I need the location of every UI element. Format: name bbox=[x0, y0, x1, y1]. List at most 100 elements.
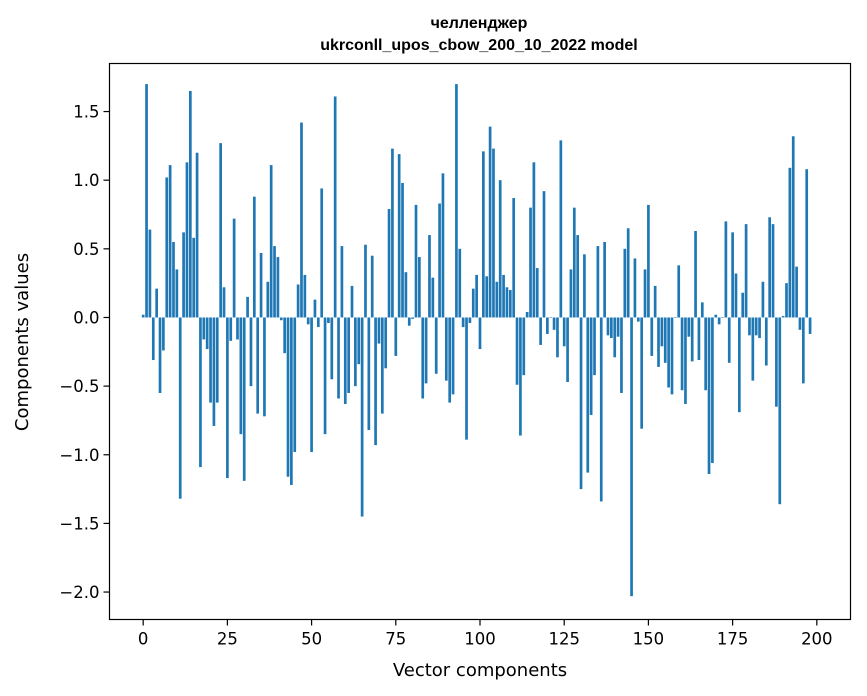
bar-3 bbox=[151, 317, 155, 361]
bar-24 bbox=[222, 287, 226, 318]
bar-5 bbox=[158, 317, 162, 393]
bar-93 bbox=[455, 84, 458, 318]
bar-83 bbox=[421, 317, 425, 399]
bar-20 bbox=[209, 317, 212, 403]
bar-84 bbox=[424, 317, 428, 384]
bar-45 bbox=[293, 317, 297, 453]
bar-75 bbox=[394, 317, 398, 356]
bar-12 bbox=[182, 232, 185, 318]
bar-32 bbox=[249, 317, 253, 387]
bar-125 bbox=[562, 317, 566, 347]
bar-160 bbox=[680, 317, 684, 391]
bar-107 bbox=[502, 274, 505, 318]
bar-99 bbox=[475, 274, 478, 318]
bar-123 bbox=[556, 317, 559, 358]
bar-130 bbox=[579, 317, 583, 490]
bar-59 bbox=[340, 246, 344, 318]
bar-17 bbox=[199, 317, 202, 468]
bar-97 bbox=[468, 317, 472, 323]
bar-106 bbox=[498, 180, 502, 318]
bar-43 bbox=[286, 317, 290, 477]
bar-184 bbox=[761, 281, 765, 318]
bar-181 bbox=[751, 317, 755, 381]
bar-175 bbox=[731, 232, 734, 318]
bar-140 bbox=[613, 317, 617, 358]
bar-1 bbox=[145, 84, 148, 318]
bar-92 bbox=[451, 317, 455, 395]
x-tick-label: 25 bbox=[217, 630, 238, 649]
bar-30 bbox=[242, 317, 246, 481]
bar-49 bbox=[306, 317, 310, 325]
bar-4 bbox=[155, 288, 158, 318]
bar-109 bbox=[508, 290, 512, 318]
bar-90 bbox=[444, 317, 448, 381]
bar-153 bbox=[657, 317, 660, 367]
bar-73 bbox=[387, 209, 391, 318]
bar-138 bbox=[606, 317, 610, 336]
y-axis-ticks: −2.0 −1.5 −1.0 −0.5 0.0 0.5 1.0 1.5 bbox=[59, 103, 110, 602]
bar-18 bbox=[202, 317, 206, 340]
y-tick-label: −1.0 bbox=[59, 446, 99, 465]
bar-48 bbox=[303, 274, 307, 318]
bar-82 bbox=[418, 257, 421, 318]
bar-42 bbox=[283, 317, 286, 354]
bar-77 bbox=[401, 182, 404, 318]
bar-57 bbox=[333, 96, 337, 318]
chart-subtitle: ukrconll_upos_cbow_200_10_2022 model bbox=[320, 37, 637, 54]
bar-61 bbox=[347, 317, 350, 393]
bar-26 bbox=[229, 317, 233, 341]
bar-189 bbox=[778, 317, 782, 505]
bar-79 bbox=[407, 317, 411, 326]
bar-172 bbox=[721, 317, 724, 318]
bar-182 bbox=[754, 317, 758, 336]
bar-178 bbox=[741, 292, 745, 318]
bar-119 bbox=[542, 191, 546, 318]
bar-185 bbox=[764, 317, 768, 366]
bar-126 bbox=[566, 317, 569, 382]
bar-72 bbox=[384, 317, 388, 369]
bar-180 bbox=[748, 317, 751, 336]
x-axis-label: Vector components bbox=[393, 660, 567, 681]
y-tick-label: −1.5 bbox=[59, 514, 99, 533]
bar-113 bbox=[522, 317, 526, 376]
bar-8 bbox=[168, 165, 172, 318]
x-tick-label: 0 bbox=[138, 630, 149, 649]
bar-36 bbox=[263, 317, 266, 417]
bar-70 bbox=[377, 317, 381, 344]
x-axis-ticks: 0 25 50 75 100 125 150 175 200 bbox=[138, 619, 833, 649]
bar-91 bbox=[448, 317, 452, 403]
x-tick-label: 100 bbox=[464, 630, 496, 649]
bar-177 bbox=[738, 317, 741, 413]
bar-0 bbox=[141, 314, 145, 318]
bar-28 bbox=[236, 317, 239, 340]
bar-38 bbox=[269, 165, 273, 318]
bar-114 bbox=[525, 311, 529, 318]
bar-141 bbox=[616, 317, 620, 337]
bar-161 bbox=[684, 317, 687, 404]
bar-9 bbox=[172, 241, 175, 318]
bar-197 bbox=[805, 169, 809, 318]
bar-56 bbox=[330, 317, 334, 380]
bar-55 bbox=[327, 317, 330, 323]
bar-115 bbox=[529, 207, 532, 318]
bar-88 bbox=[438, 203, 441, 318]
bar-50 bbox=[310, 317, 313, 453]
bar-188 bbox=[775, 317, 778, 407]
bar-154 bbox=[660, 317, 664, 347]
y-tick-label: 0.5 bbox=[73, 240, 99, 259]
x-tick-label: 50 bbox=[301, 630, 322, 649]
bar-116 bbox=[532, 162, 536, 318]
bar-170 bbox=[714, 314, 718, 318]
bar-135 bbox=[596, 246, 600, 318]
bar-94 bbox=[458, 248, 462, 318]
bar-103 bbox=[488, 126, 492, 318]
bar-102 bbox=[485, 276, 489, 318]
bar-86 bbox=[431, 277, 435, 318]
x-tick-label: 75 bbox=[385, 630, 406, 649]
bar-100 bbox=[478, 317, 482, 350]
bar-137 bbox=[603, 241, 606, 318]
bar-118 bbox=[539, 317, 542, 345]
bar-67 bbox=[367, 317, 371, 431]
bar-13 bbox=[185, 162, 189, 318]
bar-52 bbox=[316, 317, 320, 328]
